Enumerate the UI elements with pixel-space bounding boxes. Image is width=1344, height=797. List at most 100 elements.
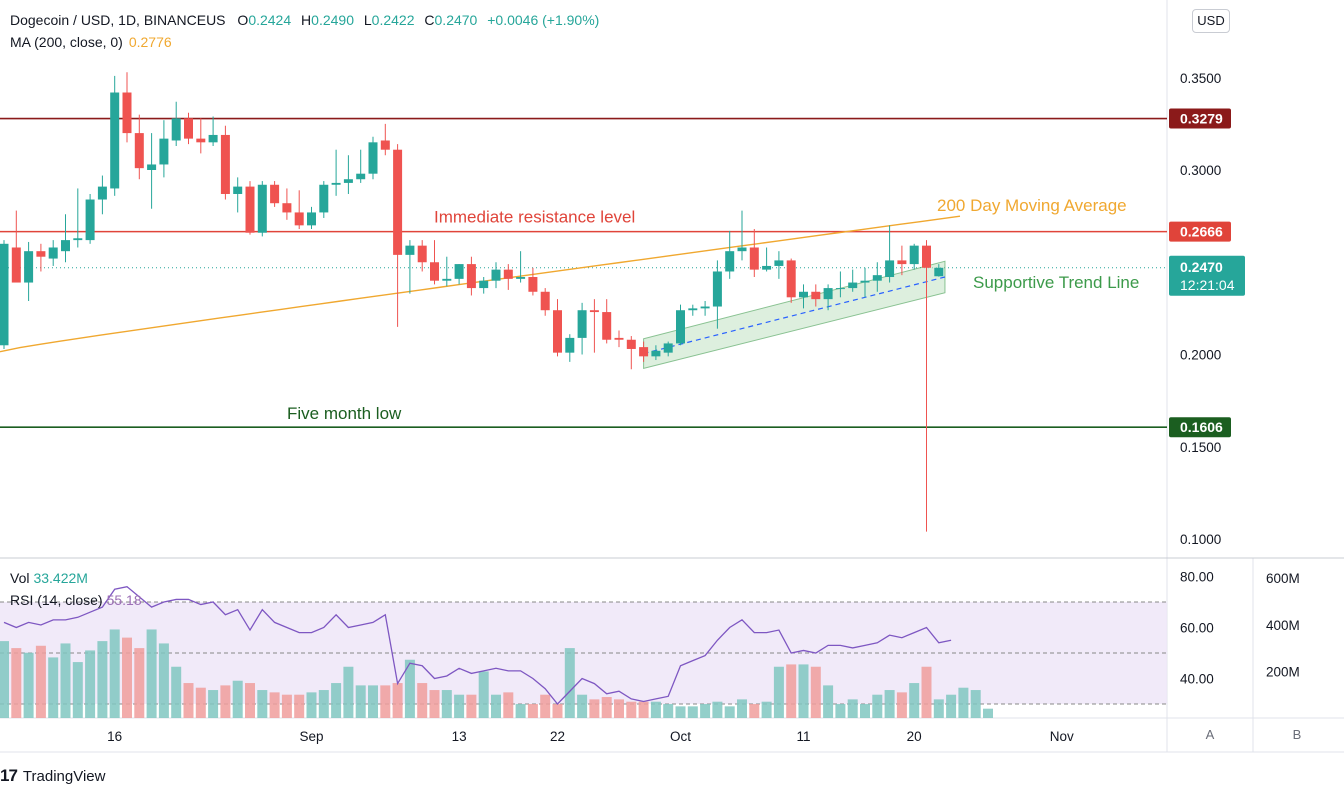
candle-body (491, 269, 501, 281)
log-scale-button[interactable]: B (1292, 727, 1302, 742)
volume-bar (122, 637, 132, 718)
volume-bar (441, 690, 452, 718)
volume-bar (663, 704, 674, 718)
candle-body (393, 149, 403, 255)
change-value: +0.0046 (+1.90%) (487, 12, 600, 28)
volume-bar (109, 629, 120, 718)
volume-bar (835, 704, 846, 718)
candle-body (737, 247, 747, 252)
volume-bar (847, 699, 858, 718)
candle-body (36, 251, 46, 257)
currency-button[interactable]: USD (1192, 9, 1230, 33)
auto-scale-button[interactable]: A (1205, 727, 1215, 742)
volume-bar (712, 701, 723, 718)
candle-body (860, 280, 870, 283)
volume-bar (318, 690, 329, 718)
volume-bar (589, 699, 600, 718)
candle-body (688, 308, 698, 311)
symbol-title: Dogecoin / USD, 1D, BINANCEUS (10, 12, 226, 28)
candle-body (479, 280, 489, 289)
volume-bar (158, 643, 169, 718)
volume-bar (195, 687, 206, 718)
volume-bar (134, 648, 145, 718)
volume-tick-label: 200M (1266, 664, 1300, 679)
candle-body (24, 251, 34, 283)
volume-bar (171, 666, 182, 718)
candle-body (110, 92, 120, 189)
ma-legend[interactable]: MA (200, close, 0) 0.2776 (10, 34, 172, 50)
volume-bar (884, 690, 895, 718)
candle-body (823, 288, 833, 300)
time-tick-label: Oct (670, 729, 691, 744)
candle-body (233, 186, 243, 194)
volume-bar (232, 680, 243, 718)
volume-bar (281, 694, 292, 718)
candle-body (294, 212, 304, 226)
volume-bar (896, 692, 907, 718)
volume-bar (85, 650, 96, 718)
volume-bar (601, 697, 612, 718)
volume-bar (355, 685, 366, 718)
candle-body (922, 245, 931, 268)
price-tick-label: 0.1000 (1180, 532, 1221, 547)
symbol-legend[interactable]: Dogecoin / USD, 1D, BINANCEUS O0.2424 H0… (10, 12, 605, 28)
time-tick-label: 16 (107, 729, 122, 744)
volume-bar (294, 694, 305, 718)
volume-bar (466, 694, 477, 718)
volume-bar (503, 692, 514, 718)
rsi-tick-label: 80.00 (1180, 570, 1214, 585)
volume-bar (183, 683, 194, 718)
last-price-value: 0.2470 (1180, 259, 1223, 275)
volume-bar (257, 690, 268, 718)
volume-bar (97, 641, 108, 718)
candle-body (872, 275, 882, 281)
volume-legend[interactable]: Vol 33.422M (10, 570, 88, 586)
candle-body (466, 264, 476, 289)
volume-bar (577, 694, 588, 718)
rsi-polyline (3, 586, 952, 705)
ma-legend-label: MA (200, close, 0) (10, 34, 123, 50)
footer-brand[interactable]: TradingView (22, 767, 106, 785)
volume-bar (0, 641, 9, 718)
candle-body (0, 243, 9, 346)
volume-bar (540, 694, 551, 718)
rsi-legend-label: RSI (14, close) (10, 592, 103, 608)
volume-bar (860, 704, 870, 718)
volume-bar (404, 659, 415, 718)
candle-body (626, 339, 636, 349)
candle-body (454, 264, 464, 279)
candle-body (171, 118, 181, 141)
candle-body (909, 245, 919, 265)
time-tick-label: 11 (796, 729, 810, 744)
candle-body (85, 199, 95, 241)
rsi-band (0, 601, 1167, 705)
volume-bar (970, 690, 981, 718)
candle-body (639, 347, 649, 357)
volume-bar (958, 687, 969, 718)
volume-bar (343, 666, 354, 718)
rsi-legend[interactable]: RSI (14, close) 55.18 (10, 592, 142, 608)
volume-bar (368, 685, 378, 718)
volume-bar (454, 694, 465, 718)
candle-body (208, 134, 218, 143)
candle-body (73, 238, 83, 241)
candle-body (245, 186, 255, 233)
volume-bars (0, 629, 993, 718)
volume-bar (798, 664, 809, 718)
candle-body (528, 277, 538, 292)
five-month-low-label: Five month low (287, 404, 402, 423)
candle-body (97, 186, 107, 200)
volume-bar (60, 643, 71, 718)
tradingview-logo: 17 (0, 766, 18, 785)
volume-bar (946, 694, 957, 718)
rsi-line (3, 586, 952, 705)
candle-body (589, 310, 599, 313)
level-price-tag (1169, 417, 1231, 438)
volume-bar (245, 683, 255, 718)
candle-body (811, 291, 821, 300)
candle-body (614, 337, 624, 340)
candle-body (282, 203, 292, 213)
level-price-tag-text: 0.2666 (1180, 224, 1223, 240)
level-price-tag-text: 0.1606 (1180, 419, 1223, 435)
